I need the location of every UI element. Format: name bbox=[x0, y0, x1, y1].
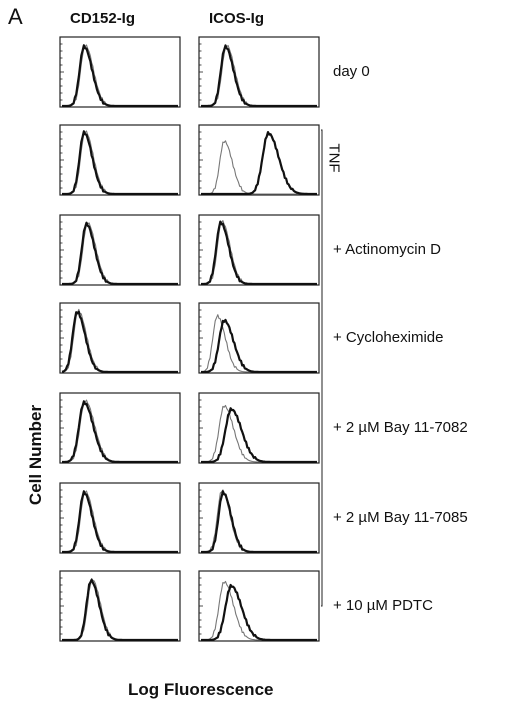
histogram-stained-line bbox=[201, 490, 317, 554]
panel-frame bbox=[59, 482, 181, 554]
tnf-bracket bbox=[321, 129, 323, 607]
histogram-control-line bbox=[201, 580, 317, 641]
histogram-control-line bbox=[62, 577, 178, 641]
histogram-panel bbox=[59, 302, 181, 374]
histogram-panel bbox=[198, 392, 320, 464]
histogram-stained-line bbox=[201, 44, 317, 108]
histogram-control-line bbox=[62, 222, 178, 285]
column-header-cd152-ig: CD152-Ig bbox=[70, 10, 136, 27]
histogram-stained-line bbox=[62, 400, 178, 464]
row-label-pdtc: + 10 µM PDTC bbox=[333, 597, 433, 614]
histogram-stained-line bbox=[201, 220, 317, 286]
row-label-bay-11-7085: + 2 µM Bay 11-7085 bbox=[333, 509, 468, 526]
column-header-icos-ig: ICOS-Ig bbox=[209, 10, 264, 27]
histogram-stained-line bbox=[201, 583, 317, 642]
histogram-stained-line bbox=[62, 578, 178, 642]
histogram-control-line bbox=[201, 44, 317, 107]
histogram-stained-line bbox=[62, 490, 178, 554]
histogram-panel bbox=[59, 36, 181, 108]
histogram-control-line bbox=[62, 399, 178, 463]
histogram-panel bbox=[198, 570, 320, 642]
histogram-panel bbox=[198, 482, 320, 554]
panel-frame bbox=[198, 570, 320, 642]
histogram-panel bbox=[59, 392, 181, 464]
panel-frame bbox=[59, 124, 181, 196]
histogram-panel bbox=[59, 482, 181, 554]
histogram-panel bbox=[198, 302, 320, 374]
histogram-stained-line bbox=[62, 44, 178, 108]
panel-frame bbox=[198, 302, 320, 374]
histogram-panel bbox=[59, 214, 181, 286]
panel-frame bbox=[59, 570, 181, 642]
panel-frame bbox=[198, 124, 320, 196]
row-label-actinomycin-d: + Actinomycin D bbox=[333, 241, 441, 258]
x-axis-label: Log Fluorescence bbox=[128, 680, 274, 699]
histogram-panel bbox=[198, 36, 320, 108]
histogram-stained-line bbox=[201, 131, 317, 196]
histogram-stained-line bbox=[62, 130, 178, 196]
histogram-control-line bbox=[61, 308, 178, 373]
panel-frame bbox=[198, 392, 320, 464]
histogram-panel bbox=[198, 124, 320, 196]
histogram-panel bbox=[59, 570, 181, 642]
panel-letter: A bbox=[8, 4, 23, 29]
histogram-stained-line bbox=[201, 407, 317, 464]
histogram-stained-line bbox=[201, 318, 317, 374]
row-label-cycloheximide: + Cycloheximide bbox=[333, 329, 444, 346]
row-label-bay-11-7082: + 2 µM Bay 11-7082 bbox=[333, 419, 468, 436]
histogram-panel bbox=[59, 124, 181, 196]
histogram-control-line bbox=[201, 140, 317, 195]
histogram-stained-line bbox=[62, 221, 178, 286]
histogram-control-line bbox=[201, 404, 317, 463]
panel-frame bbox=[59, 36, 181, 108]
histogram-stained-line bbox=[61, 310, 178, 374]
histogram-panel bbox=[198, 214, 320, 286]
row-label-day-0: day 0 bbox=[333, 63, 370, 80]
